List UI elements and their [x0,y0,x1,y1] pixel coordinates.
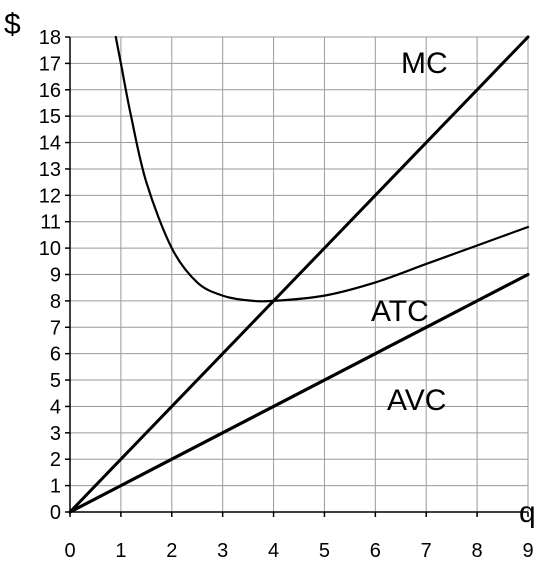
x-tick-label: 5 [319,540,330,562]
y-tick-label: 0 [50,502,61,524]
atc-curve [114,35,530,303]
y-tick-label: 1 [50,476,61,498]
y-tick-label: 3 [50,423,61,445]
x-tick-label: 9 [522,540,533,562]
x-tick-label: 1 [115,540,126,562]
x-tick-label: 6 [370,540,381,562]
y-tick-label: 8 [50,291,61,313]
x-tick-label: 4 [268,540,279,562]
y-tick-label: 10 [39,238,61,260]
mc-label: MC [401,47,448,80]
axes [65,36,529,517]
y-axis-label: $ [4,8,21,41]
y-tick-label: 9 [50,265,61,287]
atc-label: ATC [371,295,429,328]
y-tick-label: 2 [50,449,61,471]
curves [68,35,530,514]
x-tick-label: 8 [472,540,483,562]
x-axis-label: q [519,496,536,529]
x-tick-label: 0 [64,540,75,562]
x-tick-label: 2 [166,540,177,562]
y-tick-label: 15 [39,106,61,128]
avc-curve [68,272,530,514]
y-tick-label: 18 [39,27,61,49]
y-tick-label: 12 [39,185,61,207]
y-tick-label: 5 [50,370,61,392]
y-tick-label: 7 [50,317,61,339]
y-tick-label: 4 [50,396,61,418]
mc-curve [68,35,530,514]
x-tick-label: 7 [421,540,432,562]
y-tick-label: 14 [39,133,61,155]
x-tick-label: 3 [217,540,228,562]
y-tick-label: 17 [39,53,61,75]
y-tick-label: 13 [39,159,61,181]
y-tick-label: 6 [50,344,61,366]
avc-label: AVC [387,384,446,417]
y-tick-label: 16 [39,80,61,102]
y-tick-label: 11 [40,212,61,234]
